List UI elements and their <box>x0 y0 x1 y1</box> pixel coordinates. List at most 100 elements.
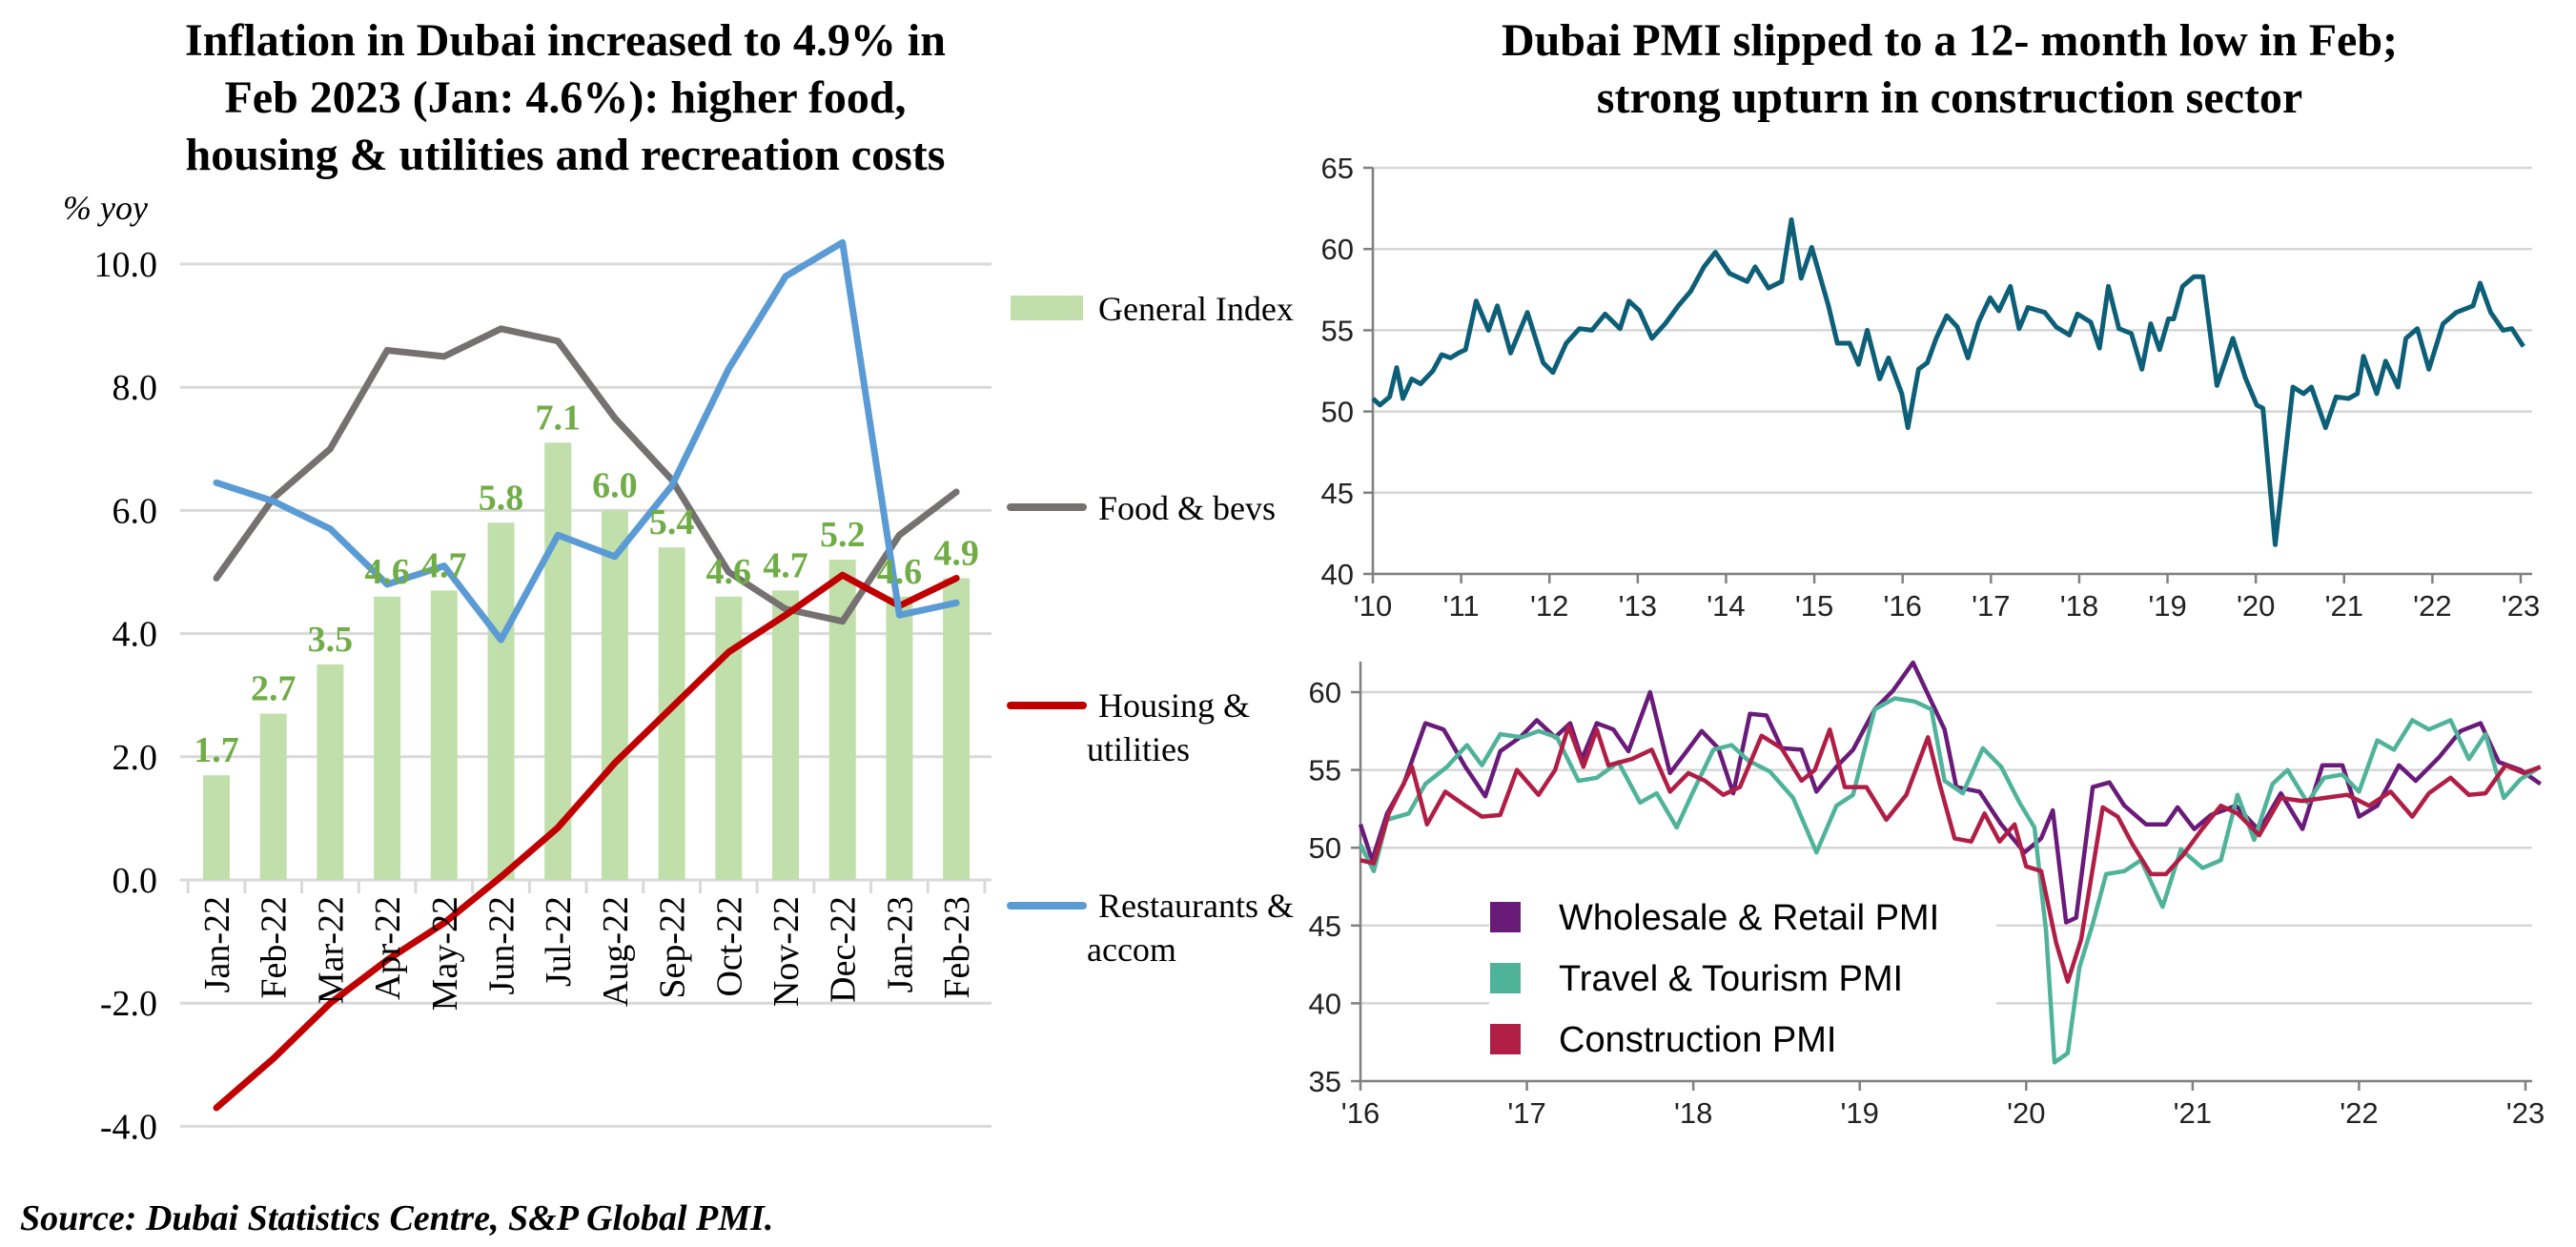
legend-background <box>1489 890 1996 1073</box>
bar-general-index <box>487 522 515 880</box>
y-tick-label: 8.0 <box>112 368 158 408</box>
legend-label-wholesale: Wholesale & Retail PMI <box>1559 898 1939 938</box>
bar-data-label: 5.4 <box>649 502 695 542</box>
line-construction-pmi <box>1360 724 2542 984</box>
y-tick-label: 40 <box>1309 987 1341 1020</box>
y-tick-label: 45 <box>1321 477 1354 510</box>
legend-label-general-index: General Index <box>1098 290 1294 328</box>
bar-general-index <box>259 713 287 880</box>
y-tick-label: 50 <box>1321 396 1354 429</box>
x-tick-label: '12 <box>1530 589 1568 623</box>
legend-swatch-construction <box>1490 1024 1521 1054</box>
inflation-chart-title-line-2: Feb 2023 (Jan: 4.6%): higher food, <box>224 72 906 123</box>
line-dubai-pmi <box>1371 217 2525 547</box>
x-tick-label: '19 <box>1841 1096 1879 1130</box>
sector-pmi-legend: Wholesale & Retail PMI Travel & Tourism … <box>1489 890 1996 1073</box>
bar-general-index <box>772 590 799 880</box>
x-tick-label: Jan-22 <box>197 896 237 992</box>
legend-label-housing-2: utilities <box>1087 730 1190 768</box>
bar-data-label: 5.2 <box>820 515 866 555</box>
bar-general-index <box>886 596 913 880</box>
bar-data-label: 2.7 <box>251 669 296 709</box>
bar-data-label: 1.7 <box>194 730 239 770</box>
y-tick-label: 60 <box>1309 676 1341 709</box>
x-tick-label: '16 <box>1883 589 1921 623</box>
pmi-chart-title-line-1: Dubai PMI slipped to a 12- month low in … <box>1502 15 2398 66</box>
line-travel-tourism-pmi <box>1358 696 2542 1065</box>
bar-data-label: 4.6 <box>706 552 752 592</box>
bar-data-label: 4.7 <box>763 545 808 585</box>
bar-general-index <box>317 664 344 880</box>
x-tick-label: '18 <box>1674 1096 1712 1130</box>
inflation-chart-title-line-3: housing & utilities and recreation costs <box>186 130 946 180</box>
bar-data-label: 4.6 <box>364 552 410 592</box>
bar-general-index <box>374 596 401 880</box>
bar-data-label: 4.7 <box>421 545 467 585</box>
y-tick-label: 45 <box>1309 910 1341 943</box>
y-tick-label: 6.0 <box>112 491 158 531</box>
x-tick-label: Sep-22 <box>653 896 693 999</box>
legend-swatch-wholesale <box>1490 902 1521 932</box>
x-tick-label: Dec-22 <box>824 896 864 1003</box>
x-tick-label: '17 <box>1972 589 2010 623</box>
legend-label-travel: Travel & Tourism PMI <box>1559 959 1903 999</box>
y-axis-label: % yoy <box>63 189 148 227</box>
y-tick-label: 35 <box>1309 1065 1341 1098</box>
legend-label-food: Food & bevs <box>1098 489 1276 527</box>
y-tick-label: 55 <box>1309 754 1341 787</box>
bar-general-index <box>715 596 743 880</box>
bar-general-index <box>203 775 230 880</box>
inflation-chart: Inflation in Dubai increased to 4.9% in … <box>63 15 1294 1147</box>
legend-label-restaurants-1: Restaurants & <box>1098 887 1294 925</box>
x-tick-label: '22 <box>2340 1096 2378 1130</box>
y-tick-label: 55 <box>1321 314 1354 347</box>
legend-swatch-travel <box>1490 963 1521 993</box>
y-tick-label: -4.0 <box>100 1107 157 1147</box>
x-tick-label: Feb-22 <box>255 896 295 999</box>
x-tick-label: Jun-22 <box>482 896 522 994</box>
x-tick-label: Feb-23 <box>937 896 977 999</box>
legend-swatch-general-index <box>1011 296 1083 320</box>
legend-label-housing-1: Housing & <box>1098 686 1250 725</box>
x-tick-label: '20 <box>2007 1096 2045 1130</box>
bar-general-index <box>430 590 458 880</box>
y-tick-label: 2.0 <box>112 738 158 778</box>
x-tick-label: Apr-22 <box>368 896 408 1000</box>
bar-general-index <box>943 578 971 880</box>
x-tick-label: '19 <box>2148 589 2186 623</box>
x-tick-label: '23 <box>2506 1096 2545 1130</box>
y-tick-label: 0.0 <box>112 861 158 901</box>
x-tick-label: '22 <box>2413 589 2451 623</box>
x-tick-label: '14 <box>1707 589 1745 623</box>
pmi-headline-chart: Dubai PMI slipped to a 12- month low in … <box>1321 15 2541 623</box>
bar-data-label: 4.6 <box>877 552 923 592</box>
legend-label-restaurants-2: accom <box>1087 930 1176 969</box>
sector-pmi-chart: 35 40 45 50 55 60 '16 '17 '18 '19 '20 '21 '22 '23 Who… <box>1309 660 2545 1130</box>
x-tick-label: '15 <box>1795 589 1833 623</box>
bar-data-label: 4.9 <box>933 533 979 573</box>
pmi-chart-title-line-2: strong upturn in construction sector <box>1597 72 2302 123</box>
y-tick-label: 60 <box>1321 233 1354 266</box>
inflation-legend: General Index Food & bevs Housing & util… <box>1007 290 1294 969</box>
x-tick-label: '23 <box>2502 589 2540 623</box>
bar-general-index <box>601 510 628 880</box>
x-tick-label: Nov-22 <box>767 896 807 1007</box>
x-tick-label: Mar-22 <box>311 896 351 1004</box>
inflation-chart-title-line-1: Inflation in Dubai increased to 4.9% in <box>185 15 946 66</box>
y-tick-label: -2.0 <box>100 984 157 1024</box>
x-tick-label: May-22 <box>425 896 465 1011</box>
x-tick-label: '17 <box>1507 1096 1545 1130</box>
line-food-bevs <box>213 325 960 625</box>
x-tick-label: Aug-22 <box>596 896 636 1007</box>
y-tick-label: 10.0 <box>94 245 158 285</box>
y-tick-label: 65 <box>1321 152 1354 185</box>
y-tick-label: 50 <box>1309 831 1341 865</box>
x-tick-label: Jul-22 <box>539 896 579 987</box>
x-tick-label: '21 <box>2174 1096 2212 1130</box>
x-tick-label: '10 <box>1354 589 1392 623</box>
line-housing-utilities <box>213 571 960 1112</box>
x-tick-label: '11 <box>1443 589 1480 623</box>
bar-data-label: 6.0 <box>592 465 638 505</box>
bar-general-index <box>544 442 572 880</box>
